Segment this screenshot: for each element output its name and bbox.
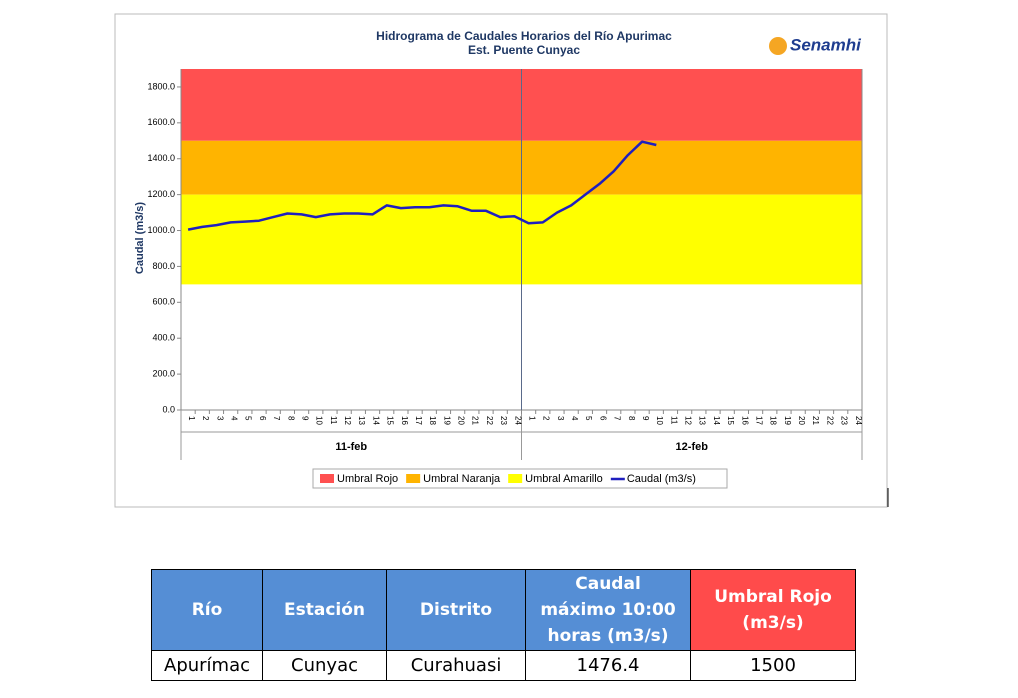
- y-tick-label: 400.0: [152, 333, 175, 343]
- legend-swatch: [320, 474, 334, 483]
- x-tick-label: 2: [201, 416, 210, 421]
- series-line: [187, 140, 657, 231]
- x-tick-label: 18: [428, 416, 437, 425]
- x-tick-label: 8: [286, 416, 295, 421]
- cell: 1500: [690, 650, 857, 681]
- x-tick-label: 19: [442, 416, 451, 425]
- x-tick-label: 4: [230, 416, 239, 421]
- y-tick-label: 800.0: [152, 261, 175, 271]
- y-tick-label: 1000.0: [147, 225, 175, 235]
- x-tick-label: 13: [357, 416, 366, 425]
- x-tick-label: 8: [627, 416, 636, 421]
- legend-label: Caudal (m3/s): [627, 473, 696, 485]
- cell: Curahuasi: [386, 650, 527, 681]
- x-tick-label: 6: [258, 416, 267, 421]
- x-tick-label: 4: [570, 416, 579, 421]
- header-cell: Caudal máximo 10:00 horas (m3/s): [525, 569, 692, 651]
- x-tick-label: 18: [769, 416, 778, 425]
- x-tick-label: 17: [414, 416, 423, 425]
- group-label: 11-feb: [335, 441, 367, 453]
- x-tick-label: 5: [244, 416, 253, 421]
- x-tick-label: 16: [400, 416, 409, 425]
- x-tick-label: 16: [740, 416, 749, 425]
- x-tick-label: 3: [215, 416, 224, 421]
- legend-swatch: [508, 474, 523, 483]
- legend-swatch: [406, 474, 421, 483]
- y-tick-label: 1800.0: [147, 81, 175, 91]
- x-tick-label: 23: [840, 416, 849, 425]
- y-tick-label: 1600.0: [147, 117, 175, 127]
- x-tick-label: 20: [797, 416, 806, 425]
- header-cell: Umbral Rojo (m3/s): [690, 569, 857, 651]
- y-tick-label: 1200.0: [147, 189, 175, 199]
- legend-label: Umbral Rojo: [337, 473, 398, 485]
- logo-sun: [769, 37, 787, 55]
- x-tick-label: 11: [669, 416, 678, 425]
- x-tick-label: 24: [854, 416, 863, 425]
- x-tick-label: 9: [300, 416, 309, 421]
- x-tick-label: 10: [315, 416, 324, 425]
- x-tick-label: 10: [655, 416, 664, 425]
- header-row: Río Estación Distrito Caudal máximo 10:0…: [150, 569, 857, 651]
- data-row: Apurímac Cunyac Curahuasi 1476.4 1500: [150, 650, 857, 681]
- x-tick-label: 22: [485, 416, 494, 425]
- y-tick-label: 600.0: [152, 297, 175, 307]
- x-tick-label: 21: [471, 416, 480, 425]
- x-tick-label: 19: [783, 416, 792, 425]
- legend-label: Umbral Naranja: [423, 473, 501, 485]
- cell: 1476.4: [525, 650, 692, 681]
- x-tick-label: 14: [712, 416, 721, 425]
- x-tick-label: 13: [698, 416, 707, 425]
- x-tick-label: 15: [726, 416, 735, 425]
- x-tick-label: 6: [598, 416, 607, 421]
- x-tick-label: 9: [641, 416, 650, 421]
- x-tick-label: 20: [457, 416, 466, 425]
- x-tick-label: 15: [386, 416, 395, 425]
- x-tick-label: 23: [499, 416, 508, 425]
- x-tick-label: 12: [343, 416, 352, 425]
- x-tick-label: 3: [556, 416, 565, 421]
- y-tick-label: 200.0: [152, 368, 175, 378]
- chart-subtitle: Est. Puente Cunyac: [468, 43, 580, 57]
- x-tick-label: 12: [684, 416, 693, 425]
- y-axis-label: Caudal (m3/s): [134, 202, 146, 274]
- cell: Cunyac: [262, 650, 388, 681]
- x-tick-label: 21: [811, 416, 820, 425]
- x-tick-label: 24: [513, 416, 522, 425]
- x-tick-label: 11: [329, 416, 338, 425]
- x-tick-label: 1: [187, 416, 196, 421]
- x-tick-label: 2: [542, 416, 551, 421]
- header-cell: Distrito: [386, 569, 527, 651]
- x-tick-label: 1: [527, 416, 536, 421]
- cell: Apurímac: [150, 650, 264, 681]
- y-tick-label: 0.0: [162, 404, 175, 414]
- summary-table: Río Estación Distrito Caudal máximo 10:0…: [150, 569, 857, 681]
- x-tick-label: 7: [613, 416, 622, 421]
- x-tick-label: 22: [825, 416, 834, 425]
- y-tick-label: 1400.0: [147, 153, 175, 163]
- x-tick-label: 7: [272, 416, 281, 421]
- header-cell: Río: [150, 569, 264, 651]
- header-cell: Estación: [262, 569, 388, 651]
- x-tick-label: 5: [584, 416, 593, 421]
- x-tick-label: 17: [754, 416, 763, 425]
- logo: Senamhi: [790, 35, 862, 54]
- chart-title: Hidrograma de Caudales Horarios del Río …: [376, 29, 672, 43]
- legend-label: Umbral Amarillo: [525, 473, 603, 485]
- chart: Hidrograma de Caudales Horarios del Río …: [114, 13, 889, 508]
- group-label: 12-feb: [676, 441, 709, 453]
- x-tick-label: 14: [371, 416, 380, 425]
